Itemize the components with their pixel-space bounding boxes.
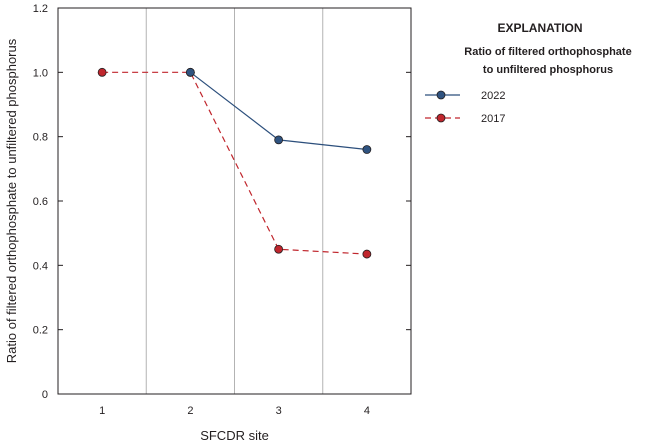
- x-tick-label: 4: [364, 405, 370, 417]
- y-axis-title: Ratio of filtered orthophosphate to unfi…: [4, 38, 19, 363]
- x-axis-title: SFCDR site: [200, 428, 269, 443]
- legend-item-2022-label: 2022: [481, 90, 505, 102]
- series-2017-line: [102, 71, 367, 255]
- series-2022-point: [274, 135, 284, 145]
- series-2017-point: [97, 67, 107, 77]
- legend-item-2022: 2022: [425, 90, 505, 102]
- y-tick-label: 0.4: [33, 260, 48, 272]
- x-axis: 1 2 3 4: [99, 405, 370, 417]
- legend-subtitle-line-2: to unfiltered phosphorus: [483, 64, 613, 76]
- y-tick-label: 0.6: [33, 196, 48, 208]
- series-2022-point: [185, 67, 195, 77]
- x-tick-label: 1: [99, 405, 105, 417]
- y-tick-label: 1.0: [33, 67, 48, 79]
- legend-title: EXPLANATION: [497, 21, 582, 35]
- y-tick-label: 0: [42, 389, 48, 401]
- y-axis: 0 0.2 0.4 0.6 0.8 1.0 1.2: [33, 3, 411, 401]
- x-tick-label: 3: [276, 405, 282, 417]
- legend-subtitle-line-1: Ratio of filtered orthophosphate: [464, 46, 631, 58]
- series-2017-point: [362, 249, 372, 259]
- x-tick-label: 2: [187, 405, 193, 417]
- y-tick-label: 0.8: [33, 132, 48, 144]
- legend-item-2017-marker: [436, 113, 446, 123]
- y-tick-label: 0.2: [33, 325, 48, 337]
- y-tick-label: 1.2: [33, 3, 48, 15]
- series-2022-point: [362, 145, 372, 154]
- legend-entries: 2022 2017: [425, 90, 505, 125]
- series-layer: [97, 67, 372, 259]
- grid: [145, 8, 324, 394]
- series-2017-point: [274, 244, 284, 254]
- legend-item-2017: 2017: [425, 113, 505, 125]
- legend-item-2017-label: 2017: [481, 113, 505, 125]
- legend-item-2022-marker: [436, 90, 446, 100]
- legend: EXPLANATION Ratio of filtered orthophosp…: [425, 21, 632, 125]
